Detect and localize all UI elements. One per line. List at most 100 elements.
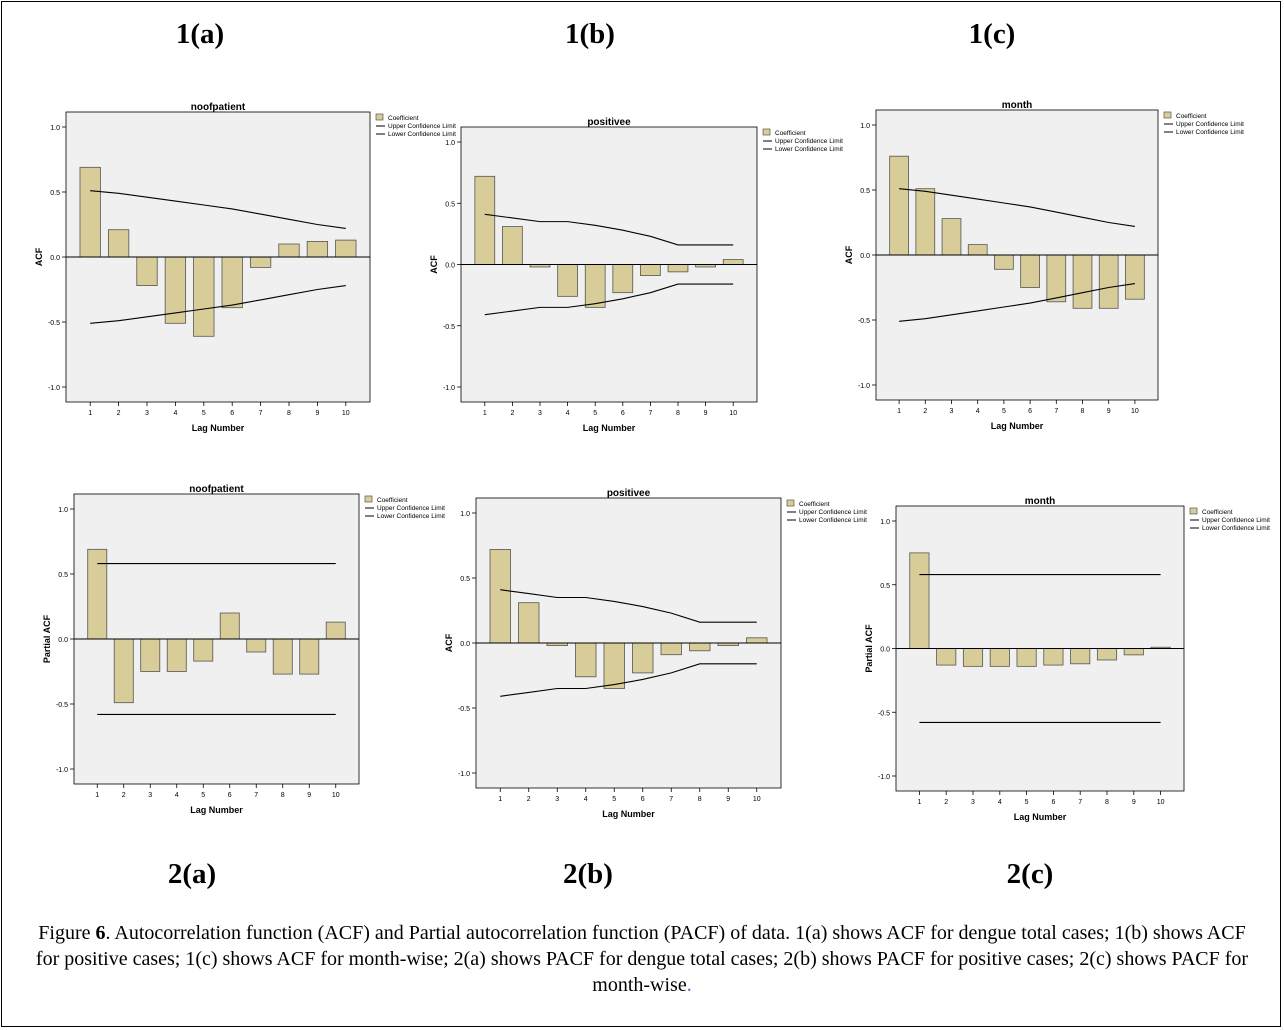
y-tick-label: 1.0 (445, 140, 455, 147)
x-tick-label: 6 (1051, 799, 1055, 806)
y-tick-label: 1.0 (860, 123, 870, 130)
upper-confidence-line (484, 213, 734, 246)
panel-label-2b: 2(b) (563, 858, 613, 890)
x-tick-label: 6 (1028, 408, 1032, 415)
x-tick-label: 10 (342, 410, 350, 417)
y-tick-label: 0.0 (58, 637, 68, 644)
acf-bar (1046, 254, 1067, 303)
y-tick-label: 0.5 (460, 576, 470, 583)
acf-bar (219, 612, 240, 640)
acf-bar (557, 264, 578, 297)
x-tick-label: 3 (538, 410, 542, 417)
x-tick-label: 3 (971, 799, 975, 806)
acf-bar (278, 243, 300, 258)
y-tick-label: 0.5 (50, 190, 60, 197)
acf-bar (272, 638, 293, 675)
legend-label: Lower Confidence Limit (775, 146, 843, 153)
acf-bar (221, 256, 243, 309)
y-axis-label: ACF (34, 247, 44, 266)
acf-bar (87, 548, 108, 640)
acf-bar (489, 549, 511, 644)
upper-confidence-line (90, 190, 346, 229)
acf-bar (325, 621, 346, 640)
x-tick-label: 8 (1105, 799, 1109, 806)
acf-bar (1125, 254, 1145, 300)
x-tick-label: 5 (612, 796, 616, 803)
chart-title: noofpatient (189, 484, 244, 495)
x-tick-label: 2 (944, 799, 948, 806)
x-tick-label: 3 (950, 408, 954, 415)
x-tick-label: 7 (648, 410, 652, 417)
acf-bar (746, 637, 768, 644)
x-tick-label: 7 (254, 792, 258, 799)
acf-bar (299, 638, 320, 675)
y-axis-label: Partial ACF (42, 614, 52, 663)
x-tick-label: 7 (669, 796, 673, 803)
y-tick-label: 0.0 (445, 263, 455, 270)
acf-bar (1070, 648, 1091, 665)
x-tick-label: 3 (148, 792, 152, 799)
acf-bar (246, 638, 267, 653)
y-tick-label: -0.5 (858, 318, 870, 325)
x-tick-label: 4 (976, 408, 980, 415)
y-tick-label: -1.0 (443, 385, 455, 392)
acf-bar (306, 240, 329, 258)
x-tick-label: 4 (566, 410, 570, 417)
x-tick-label: 8 (1081, 408, 1085, 415)
acf-bar (689, 642, 711, 652)
acf-bar (249, 256, 272, 268)
x-tick-label: 3 (555, 796, 559, 803)
y-tick-label: -0.5 (48, 320, 60, 327)
x-tick-label: 9 (704, 410, 708, 417)
x-axis-label: Lag Number (602, 809, 655, 819)
chart-acf-month: month 1.0 0.5 0.0 -0.5 -1.0 1 2 3 4 5 6 7 8 9 10 Lag Num… (840, 98, 1244, 438)
panel-label-2c: 2(c) (1006, 858, 1054, 890)
legend-label: Upper Confidence Limit (388, 123, 456, 130)
y-tick-label: 1.0 (58, 507, 68, 514)
legend-label: Coefficient (799, 501, 830, 508)
lower-confidence-line (90, 285, 346, 324)
legend-label: Upper Confidence Limit (1202, 517, 1270, 524)
lower-confidence-line (899, 283, 1135, 322)
acf-bar (107, 229, 130, 258)
y-tick-label: -0.5 (56, 702, 68, 709)
acf-bar (335, 239, 357, 258)
y-axis-label: ACF (844, 245, 854, 264)
legend-label: Upper Confidence Limit (1176, 121, 1244, 128)
chart-title: month (1002, 100, 1033, 111)
x-tick-label: 8 (676, 410, 680, 417)
legend-label: Lower Confidence Limit (1202, 525, 1270, 532)
acf-bar (941, 218, 962, 256)
x-tick-label: 8 (287, 410, 291, 417)
x-tick-label: 1 (483, 410, 487, 417)
acf-bar (1098, 254, 1119, 309)
acf-bar (889, 155, 909, 256)
y-tick-label: -0.5 (878, 710, 890, 717)
y-tick-label: 1.0 (460, 511, 470, 518)
legend-swatch-coefficient (786, 499, 795, 507)
acf-bar (136, 256, 158, 287)
acf-bar (936, 648, 957, 666)
acf-bar (915, 188, 936, 256)
legend-label: Coefficient (388, 115, 419, 122)
y-tick-label: 0.0 (880, 647, 890, 654)
acf-bar (962, 648, 984, 667)
acf-bar (1096, 648, 1118, 661)
y-tick-label: 0.0 (860, 253, 870, 260)
y-axis-label: ACF (429, 255, 439, 274)
x-tick-label: 10 (753, 796, 761, 803)
acf-bar (474, 175, 496, 265)
acf-bar (640, 264, 661, 276)
x-axis-label: Lag Number (1014, 812, 1067, 822)
x-tick-label: 8 (281, 792, 285, 799)
x-tick-label: 1 (917, 799, 921, 806)
y-tick-label: 0.5 (860, 188, 870, 195)
acf-bar (113, 638, 134, 704)
x-tick-label: 8 (698, 796, 702, 803)
acf-bar (79, 166, 101, 258)
y-tick-label: 0.5 (880, 583, 890, 590)
chart-title: noofpatient (191, 102, 246, 113)
chart-title: positivee (607, 488, 651, 499)
